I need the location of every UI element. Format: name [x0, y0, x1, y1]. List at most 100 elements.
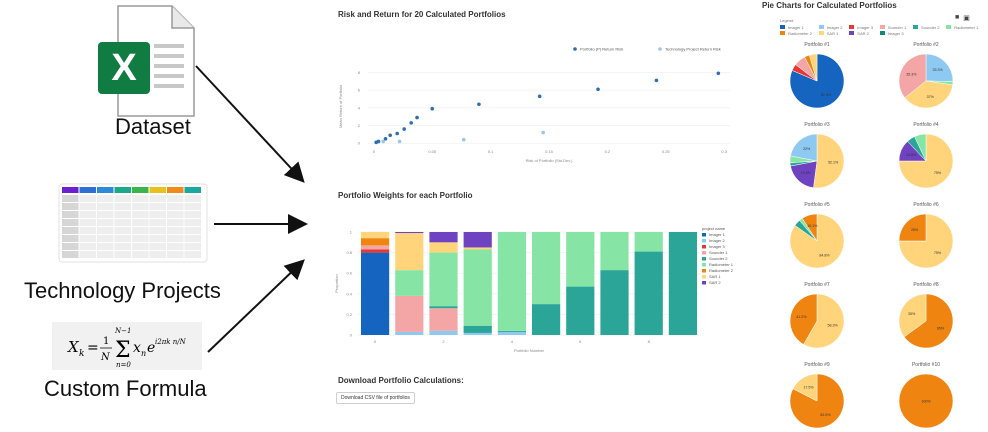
sheet-cell: [79, 211, 96, 218]
pie-legend-swatch: [780, 31, 785, 35]
pie-legend-item: Imager 2: [818, 24, 845, 30]
sheet-cell: [79, 243, 96, 250]
scatter-point: [402, 127, 406, 131]
formula-equals: =: [87, 340, 99, 356]
bar-segment: [532, 304, 561, 335]
camera-icon[interactable]: ■: [955, 14, 960, 21]
bar-legend-label: Radiometer 2: [709, 268, 734, 273]
pie-slice: [903, 293, 954, 349]
formula-lhs-sub: k: [79, 349, 84, 359]
pie-slice: [808, 53, 818, 82]
sheet-cell: [184, 235, 201, 242]
bar-segment: [429, 306, 458, 309]
pie-title: Portfolio #7: [804, 282, 830, 288]
sheet-cell: [114, 203, 131, 210]
sheet-cell: [149, 251, 166, 258]
pie-legend-label: Imager 3: [857, 24, 874, 30]
pie-legend-label: Imager 2: [826, 24, 843, 30]
zoom-icon[interactable]: ▣: [963, 15, 970, 22]
scatter-y-tick: 8: [358, 70, 361, 75]
download-csv-button[interactable]: Download CSV file of portfolios: [336, 392, 415, 404]
sheet-cell: [62, 211, 79, 218]
bar-y-tick: 0.2: [346, 312, 352, 317]
pie-legend-label: Sounder 1: [887, 24, 907, 30]
pie-title: Portfolio #5: [804, 202, 830, 208]
bar-segment: [497, 331, 526, 335]
formula-term-sub: n: [141, 349, 146, 358]
dataset-arrow: [195, 65, 305, 183]
pie-legend-item: Imager 3: [849, 24, 875, 30]
sheet-cell: [114, 211, 131, 218]
sheet-cell: [167, 203, 184, 210]
pie-legend-label: Radiometer 1: [954, 24, 979, 30]
scatter-x-tick: 0.05: [428, 149, 437, 154]
pie-legend-item: Radiometer 2: [780, 30, 814, 36]
sheet-cell: [97, 243, 114, 250]
scatter-point: [596, 87, 600, 92]
pie-slice: [792, 373, 818, 402]
bar-legend-swatch: [702, 275, 706, 279]
pie-slice: [898, 53, 927, 99]
formula-lhs: X: [67, 338, 80, 356]
sheet-header-cell: [114, 187, 131, 193]
bar-segment: [395, 233, 424, 271]
sheet-cell: [132, 235, 149, 242]
weights-title: Portfolio Weights for each Portfolio: [338, 191, 473, 200]
sheet-cell: [114, 243, 131, 250]
bar-segment: [361, 252, 390, 335]
sheet-cell: [114, 195, 131, 202]
sheet-cell: [97, 195, 114, 202]
sheet-cell: [62, 203, 79, 210]
bar-segment: [532, 232, 561, 305]
pie-svg: 82.5% 17.5%: [789, 373, 845, 429]
bar-y-tick: 0: [350, 333, 353, 338]
sheet-cell: [62, 251, 79, 258]
sheet-cell: [114, 219, 131, 226]
bar-legend-label: SAR 2: [709, 280, 721, 285]
bar-legend-label: Sounder 2: [709, 256, 728, 261]
sheet-cell: [149, 227, 166, 234]
pie-chart: Portfolio #7 58.3% 41.2%: [787, 282, 847, 352]
pie-svg: 100%: [898, 373, 954, 429]
pie-slice-label: 82.5%: [820, 413, 831, 417]
bar-y-tick: 0.6: [346, 271, 352, 276]
pie-legend-swatch: [818, 25, 824, 29]
excel-icon: [98, 5, 195, 117]
pie-legend-swatch: [946, 25, 952, 29]
bar-segment: [497, 232, 526, 331]
bar-legend-label: Radiometer 1: [709, 262, 734, 267]
scatter-legend-label: Portfolio (P) Return Risk: [580, 47, 623, 52]
sheet-cell: [184, 227, 201, 234]
scatter-title: Risk and Return for 20 Calculated Portfo…: [338, 10, 506, 19]
sheet-cell: [167, 227, 184, 234]
bar-segment: [566, 286, 595, 335]
pie-title: Portfolio #2: [913, 42, 939, 48]
formula-term: x: [133, 340, 141, 356]
pie-chart: Portfolio #4 75% 13.8%: [896, 122, 956, 192]
pie-title: Portfolio #9: [804, 362, 830, 368]
bar-segment: [463, 247, 492, 250]
scatter-y-tick: 6: [358, 88, 361, 93]
sheet-cell: [167, 219, 184, 226]
pie-legend-item: SAR 1: [818, 30, 845, 36]
pie-svg: 52.1% 19.9% 22%: [789, 133, 845, 189]
formula-frac-num: 1: [103, 336, 109, 347]
sheet-cell: [184, 251, 201, 258]
sheet-cell: [132, 195, 149, 202]
formula-icon: X k = 1 N N−1 Σ n=0 x n e i2πk n/N: [67, 327, 187, 369]
bar-segment: [395, 331, 424, 335]
bar-segment: [361, 249, 390, 253]
pie-slice-label: 22%: [803, 147, 811, 151]
pie-slice-label: 17.5%: [803, 385, 814, 389]
sheet-cell: [167, 251, 184, 258]
pie-svg: 75% 13.8%: [898, 133, 954, 189]
formula-sum-top: N−1: [114, 327, 131, 335]
pie-slice-label: 13.8%: [906, 153, 917, 157]
pie-legend-label: Sounder 2: [921, 24, 940, 30]
scatter-point: [537, 94, 542, 99]
sheet-cell: [79, 195, 96, 202]
pie-svg: 58.3% 41.2%: [789, 293, 845, 349]
sheet-cell: [79, 227, 96, 234]
bar-legend-swatch: [702, 233, 706, 237]
scatter-point: [395, 131, 399, 136]
